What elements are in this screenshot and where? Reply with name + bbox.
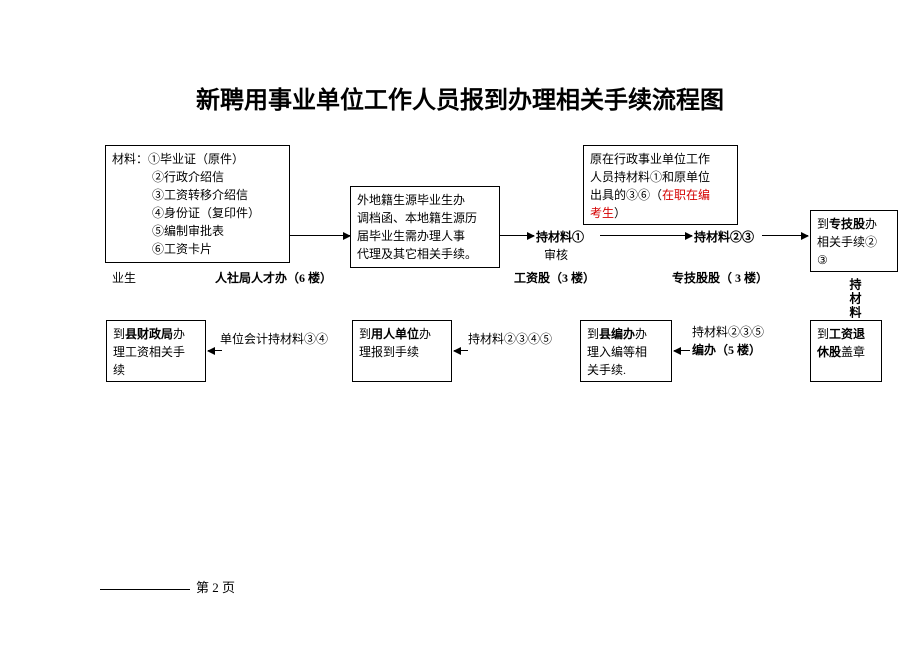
rcb-label: 人社局人才办（6 楼） <box>215 269 332 287</box>
arrow-3 <box>600 235 692 236</box>
gzg-label: 工资股（3 楼） <box>514 269 595 287</box>
arrow-4 <box>762 235 808 236</box>
topnote-box: 原在行政事业单位工作 人员持材料①和原单位 出具的③⑥（在职在编 考生） <box>583 145 738 225</box>
materials-line-1: 材料：①毕业证（原件） <box>112 150 283 168</box>
zjg-box: 到专技股办 相关手续② ③ <box>810 210 898 272</box>
gztx-box: 到工资退 休股盖章 <box>810 320 882 382</box>
page-number: 第 2 页 <box>196 580 235 595</box>
zjg-box-l2: 相关手续② <box>817 233 891 251</box>
gztx-l2: 休股盖章 <box>817 343 875 361</box>
materials-line-6: ⑥工资卡片 <box>112 240 283 258</box>
note-l4: 代理及其它相关手续。 <box>357 245 493 263</box>
yrdw-l1: 到用人单位办 <box>359 325 445 343</box>
arrow-c-label: 持材料②③⑤ 编办（5 楼） <box>692 323 764 359</box>
page-title: 新聘用事业单位工作人员报到办理相关手续流程图 <box>0 80 920 115</box>
note-l3: 届毕业生需办理人事 <box>357 227 493 245</box>
arrow-b1 <box>208 350 222 351</box>
note-l2: 调档函、本地籍生源历 <box>357 209 493 227</box>
footer-line-icon <box>100 589 190 590</box>
arrow-a-label: 单位会计持材料③④ <box>220 330 328 348</box>
arrow-b2 <box>454 350 468 351</box>
vert-label: 持材料 <box>846 278 864 320</box>
note-box: 外地籍生源毕业生办 调档函、本地籍生源历 届毕业生需办理人事 代理及其它相关手续… <box>350 186 500 268</box>
materials-line-5: ⑤编制审批表 <box>112 222 283 240</box>
xbb-box: 到县编办办 理入编等相 关手续. <box>580 320 672 382</box>
arrow-b3 <box>674 350 690 351</box>
xbb-l1: 到县编办办 <box>587 325 665 343</box>
czj-l2: 理工资相关手 <box>113 343 199 361</box>
czj-l3: 续 <box>113 361 199 379</box>
topnote-l4: 考生） <box>590 204 731 222</box>
zjg-box-l3: ③ <box>817 251 891 269</box>
czj-l1: 到县财政局办 <box>113 325 199 343</box>
zjg-box-l1: 到专技股办 <box>817 215 891 233</box>
zjg-label: 专技股股（ 3 楼） <box>672 269 768 287</box>
grad-fragment: 业生 <box>112 269 136 287</box>
xbb-l2: 理入编等相 <box>587 343 665 361</box>
yrdw-l2: 理报到手续 <box>359 343 445 361</box>
gztx-l1: 到工资退 <box>817 325 875 343</box>
page-footer: 第 2 页 <box>100 577 235 596</box>
materials-line-2: ②行政介绍信 <box>112 168 283 186</box>
mat2-label: 持材料②③ <box>694 228 754 246</box>
mat1-label: 持材料① 审核 <box>536 228 584 264</box>
arrow-2 <box>500 235 534 236</box>
materials-box: 材料：①毕业证（原件） ②行政介绍信 ③工资转移介绍信 ④身份证（复印件） ⑤编… <box>105 145 290 263</box>
materials-line-4: ④身份证（复印件） <box>112 204 283 222</box>
czj-box: 到县财政局办 理工资相关手 续 <box>106 320 206 382</box>
note-l1: 外地籍生源毕业生办 <box>357 191 493 209</box>
arrow-1 <box>290 235 350 236</box>
yrdw-box: 到用人单位办 理报到手续 <box>352 320 452 382</box>
arrow-b-label: 持材料②③④⑤ <box>468 330 552 348</box>
topnote-l3: 出具的③⑥（在职在编 <box>590 186 731 204</box>
topnote-l1: 原在行政事业单位工作 <box>590 150 731 168</box>
xbb-l3: 关手续. <box>587 361 665 379</box>
topnote-l2: 人员持材料①和原单位 <box>590 168 731 186</box>
materials-line-3: ③工资转移介绍信 <box>112 186 283 204</box>
